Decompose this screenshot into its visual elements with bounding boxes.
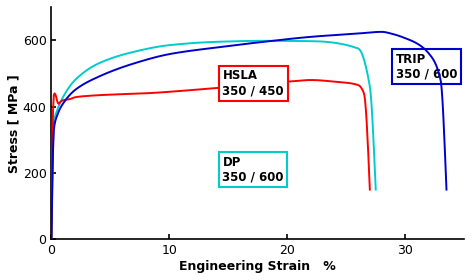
Text: TRIP
350 / 600: TRIP 350 / 600 [396, 53, 457, 81]
X-axis label: Engineering Strain   %: Engineering Strain % [179, 260, 336, 273]
Y-axis label: Stress [ MPa ]: Stress [ MPa ] [7, 74, 20, 172]
Text: DP
350 / 600: DP 350 / 600 [222, 156, 284, 184]
Text: HSLA
350 / 450: HSLA 350 / 450 [222, 69, 284, 97]
